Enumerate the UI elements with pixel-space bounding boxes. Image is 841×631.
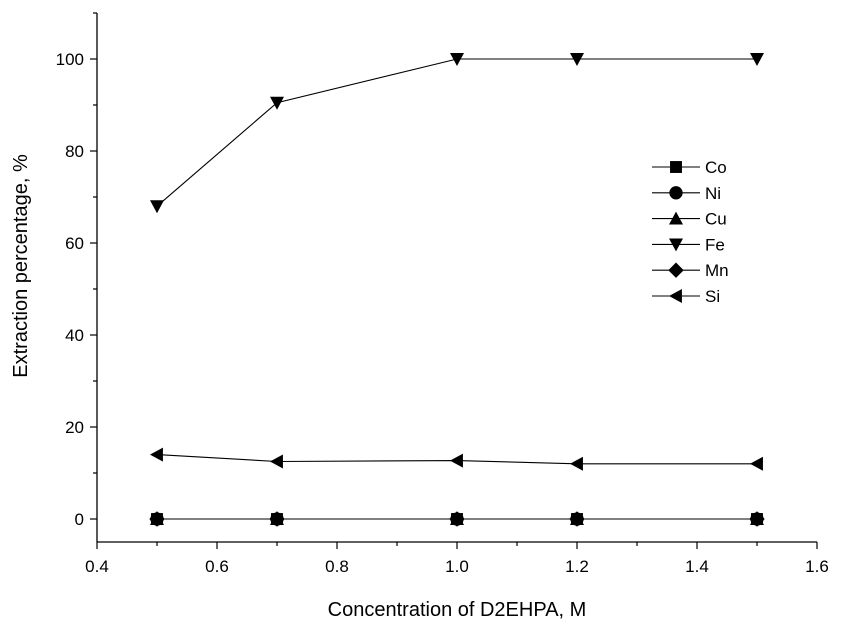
data-point-fe: [450, 53, 464, 66]
legend-label: Mn: [705, 261, 729, 280]
y-tick-label: 80: [65, 142, 84, 161]
legend-item-fe: Fe: [652, 235, 725, 254]
legend-label: Fe: [705, 235, 725, 254]
data-point-si: [450, 453, 463, 468]
y-axis-title: Extraction percentage, %: [10, 154, 32, 378]
legend-item-co: Co: [652, 158, 727, 177]
x-tick-label: 1.0: [445, 557, 469, 576]
x-tick-label: 1.4: [685, 557, 709, 576]
y-tick-label: 100: [56, 50, 84, 69]
legend-item-mn: Mn: [652, 261, 729, 280]
legend-marker-fe: [669, 238, 683, 252]
legend-label: Si: [705, 287, 720, 306]
series-line-fe: [156, 58, 757, 207]
series-layer: [149, 53, 765, 527]
data-point-si: [150, 447, 163, 462]
data-point-mn: [449, 511, 465, 527]
data-point-si: [570, 456, 583, 471]
y-tick-label: 20: [65, 418, 84, 437]
y-tick-label: 60: [65, 234, 84, 253]
x-tick-label: 0.4: [85, 557, 109, 576]
x-tick-label: 0.8: [325, 557, 349, 576]
data-point-fe: [570, 53, 584, 66]
data-point-mn: [269, 511, 285, 527]
legend-item-si: Si: [652, 287, 720, 306]
legend-marker-ni: [669, 186, 683, 200]
legend-item-cu: Cu: [652, 210, 727, 229]
series-fe: [150, 53, 764, 214]
series-si: [150, 447, 763, 471]
legend-marker-co: [670, 161, 682, 173]
data-point-si: [750, 456, 763, 471]
x-tick-label: 1.6: [805, 557, 829, 576]
y-tick-label: 0: [75, 510, 84, 529]
data-point-mn: [149, 511, 165, 527]
legend-label: Cu: [705, 210, 727, 229]
x-tick-label: 1.2: [565, 557, 589, 576]
legend-item-ni: Ni: [652, 184, 721, 203]
data-point-si: [270, 454, 283, 469]
x-tick-label: 0.6: [205, 557, 229, 576]
data-point-fe: [750, 53, 764, 66]
legend-marker-cu: [669, 211, 683, 225]
series-mn: [149, 511, 765, 527]
data-point-fe: [150, 200, 164, 214]
legend-label: Co: [705, 158, 727, 177]
x-axis-title: Concentration of D2EHPA, M: [328, 599, 587, 621]
data-point-mn: [749, 511, 765, 527]
legend-label: Ni: [705, 184, 721, 203]
legend: Co Ni Cu Fe Mn Si: [652, 158, 729, 306]
data-point-fe: [270, 96, 284, 110]
data-point-mn: [569, 511, 585, 527]
y-axis: 0 20 40 60 80 100: [56, 12, 97, 529]
x-axis: 0.4 0.6 0.8 1.0 1.2 1.4 1.6: [85, 542, 829, 576]
legend-marker-si: [669, 289, 682, 303]
y-tick-label: 40: [65, 326, 84, 345]
legend-marker-mn: [668, 262, 684, 278]
